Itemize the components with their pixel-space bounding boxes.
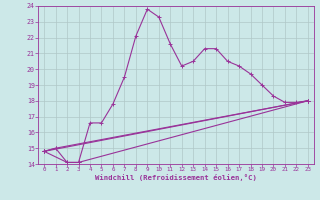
X-axis label: Windchill (Refroidissement éolien,°C): Windchill (Refroidissement éolien,°C)	[95, 174, 257, 181]
